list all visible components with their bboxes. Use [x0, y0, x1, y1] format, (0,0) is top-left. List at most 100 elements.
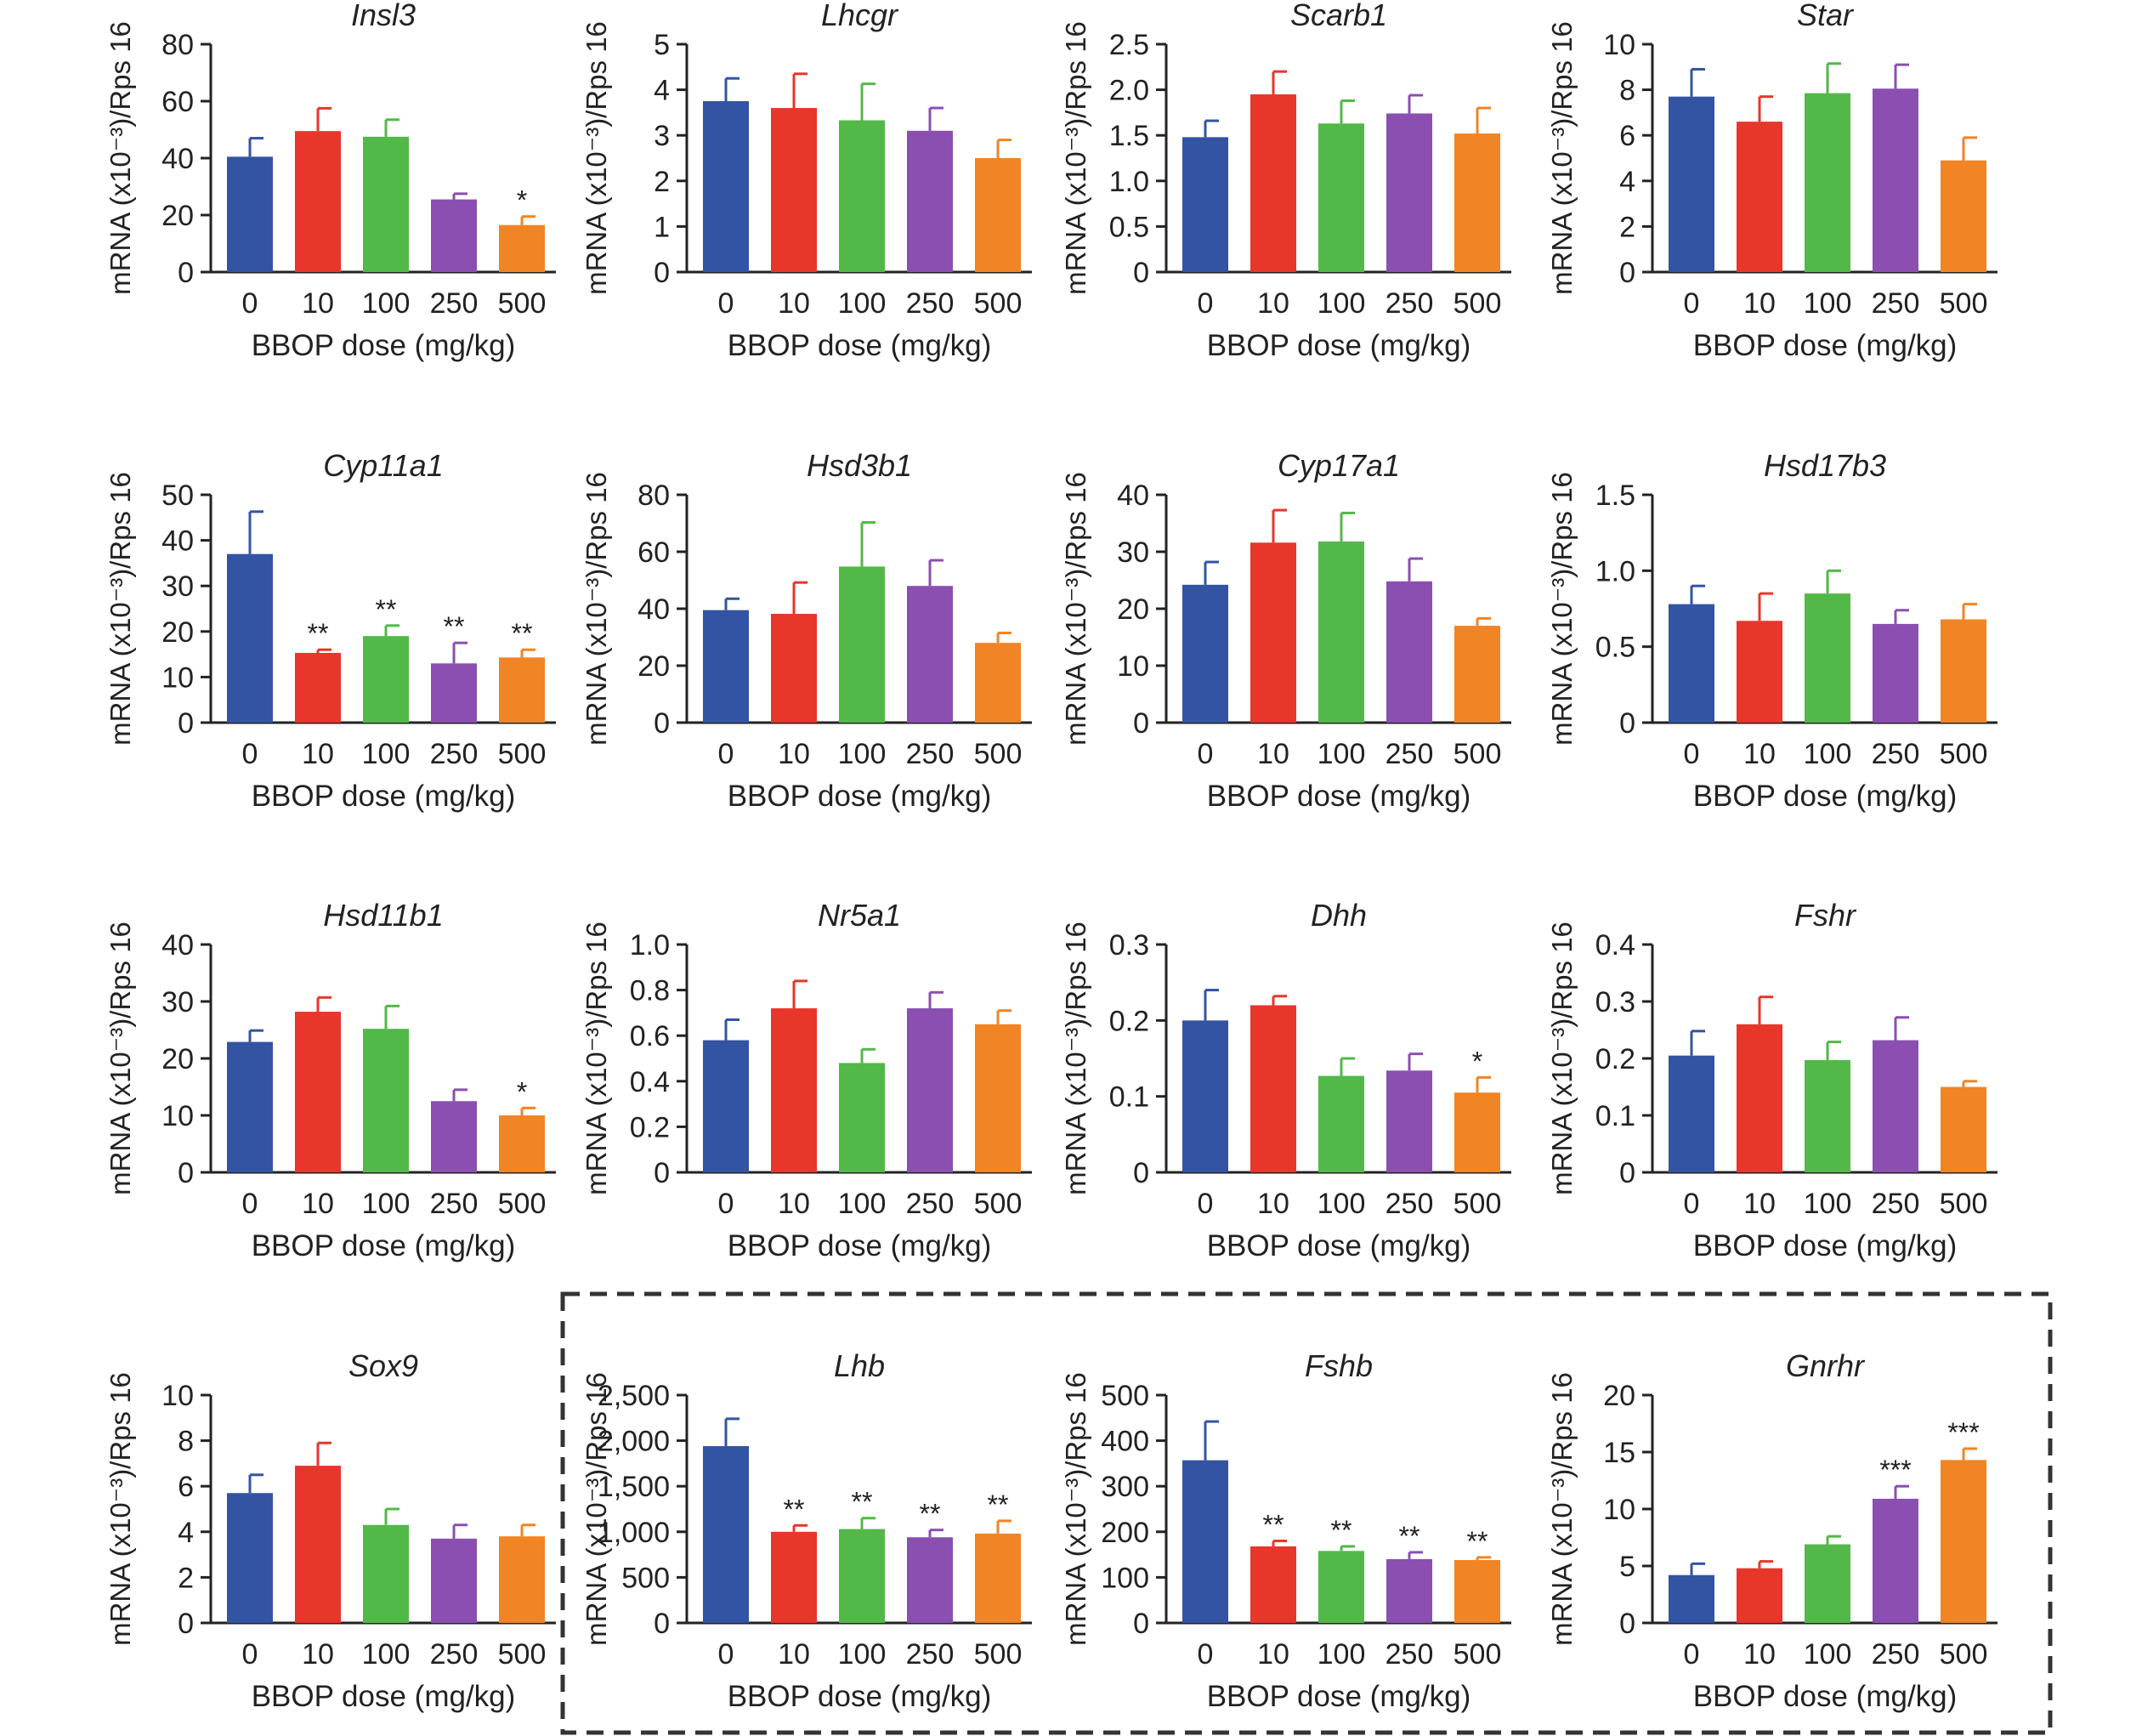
- x-tick-label-dhh: 100: [1318, 1188, 1366, 1220]
- x-tick-label-star: 0: [1684, 287, 1700, 320]
- x-tick-label-hsd11b1: 250: [430, 1188, 479, 1220]
- y-tick-label-hsd17b3: 0: [1619, 707, 1635, 740]
- y-tick-label-fshr: 0: [1619, 1157, 1635, 1189]
- y-tick-label-fshb: 400: [1101, 1426, 1149, 1458]
- bar-hsd17b3-0: [1669, 604, 1714, 723]
- y-tick-label-fshb: 300: [1101, 1471, 1149, 1503]
- y-tick-label-fshb: 200: [1101, 1517, 1149, 1549]
- y-tick-label-scarb1: 1.5: [1109, 120, 1149, 152]
- y-tick-label-dhh: 0.2: [1109, 1005, 1149, 1037]
- x-tick-label-gnrhr: 500: [1940, 1638, 1988, 1671]
- y-tick-label-gnrhr: 0: [1619, 1608, 1635, 1640]
- bar-scarb1-250: [1386, 113, 1432, 272]
- y-axis-label-hsd3b1: mRNA (x10⁻³)/Rps 16: [581, 472, 612, 746]
- bar-dhh-500: [1454, 1092, 1500, 1172]
- x-tick-label-insl3: 10: [302, 287, 334, 320]
- x-axis-label-star: BBOP dose (mg/kg): [1693, 329, 1958, 362]
- x-axis-label-dhh: BBOP dose (mg/kg): [1207, 1229, 1471, 1262]
- x-tick-label-hsd11b1: 10: [302, 1188, 334, 1220]
- x-tick-label-scarb1: 250: [1386, 287, 1434, 320]
- y-tick-label-sox9: 2: [178, 1562, 194, 1594]
- bar-cyp11a1-500: [499, 657, 545, 723]
- y-tick-label-cyp11a1: 0: [178, 707, 194, 740]
- bar-hsd3b1-100: [839, 566, 885, 723]
- y-axis-label-sox9: mRNA (x10⁻³)/Rps 16: [105, 1372, 136, 1646]
- y-tick-label-gnrhr: 5: [1619, 1551, 1635, 1583]
- y-tick-label-lhcgr: 4: [654, 75, 670, 107]
- y-tick-label-cyp11a1: 10: [162, 661, 194, 694]
- y-tick-label-scarb1: 0: [1133, 257, 1149, 289]
- y-axis-label-fshb: mRNA (x10⁻³)/Rps 16: [1060, 1372, 1091, 1646]
- y-tick-label-lhcgr: 5: [654, 29, 670, 61]
- y-tick-label-sox9: 0: [178, 1608, 194, 1640]
- chart-title-hsd3b1: Hsd3b1: [807, 448, 912, 483]
- x-tick-label-fshr: 10: [1743, 1188, 1776, 1220]
- bar-lhcgr-100: [839, 120, 885, 272]
- bar-gnrhr-0: [1669, 1574, 1714, 1623]
- y-tick-label-dhh: 0: [1133, 1157, 1149, 1189]
- x-tick-label-dhh: 250: [1386, 1188, 1434, 1220]
- x-tick-label-cyp17a1: 100: [1318, 738, 1366, 770]
- y-tick-label-lhb: 1,000: [598, 1517, 670, 1549]
- chart-title-hsd17b3: Hsd17b3: [1764, 448, 1886, 483]
- x-axis-label-nr5a1: BBOP dose (mg/kg): [728, 1229, 992, 1262]
- bar-fshb-250: [1386, 1558, 1432, 1623]
- x-tick-label-nr5a1: 100: [838, 1188, 887, 1220]
- x-tick-label-fshb: 100: [1318, 1638, 1366, 1671]
- bar-lhb-0: [703, 1446, 749, 1623]
- x-axis-label-fshr: BBOP dose (mg/kg): [1693, 1229, 1958, 1262]
- bar-gnrhr-10: [1737, 1568, 1782, 1623]
- bar-sox9-500: [499, 1536, 545, 1623]
- chart-title-fshb: Fshb: [1305, 1348, 1373, 1383]
- x-tick-label-hsd11b1: 100: [362, 1188, 411, 1220]
- chart-title-scarb1: Scarb1: [1290, 0, 1387, 32]
- x-tick-label-fshb: 250: [1386, 1638, 1434, 1671]
- y-tick-label-fshr: 0.3: [1595, 986, 1635, 1018]
- y-tick-label-star: 2: [1619, 211, 1635, 243]
- x-tick-label-fshr: 500: [1940, 1188, 1988, 1220]
- x-axis-label-cyp17a1: BBOP dose (mg/kg): [1207, 780, 1471, 813]
- y-tick-label-scarb1: 2.5: [1109, 29, 1149, 61]
- bar-gnrhr-250: [1873, 1498, 1918, 1623]
- y-tick-label-lhcgr: 1: [654, 211, 670, 243]
- significance-marker-cyp11a1-500: **: [512, 618, 533, 649]
- y-tick-label-cyp17a1: 10: [1117, 650, 1149, 683]
- y-axis-label-hsd11b1: mRNA (x10⁻³)/Rps 16: [105, 922, 136, 1195]
- y-tick-label-sox9: 4: [178, 1517, 194, 1549]
- chart-title-nr5a1: Nr5a1: [818, 898, 901, 933]
- x-tick-label-hsd3b1: 100: [838, 738, 887, 770]
- bar-cyp11a1-10: [295, 652, 341, 723]
- x-tick-label-fshr: 0: [1684, 1188, 1700, 1220]
- y-tick-label-star: 4: [1619, 166, 1635, 198]
- bar-lhb-10: [771, 1531, 817, 1623]
- y-tick-label-hsd11b1: 0: [178, 1157, 194, 1189]
- y-tick-label-sox9: 8: [178, 1426, 194, 1458]
- chart-title-lhcgr: Lhcgr: [821, 0, 899, 32]
- x-axis-label-fshb: BBOP dose (mg/kg): [1207, 1680, 1471, 1713]
- significance-marker-fshb-100: **: [1331, 1515, 1352, 1546]
- bar-gnrhr-500: [1941, 1460, 1986, 1623]
- bar-hsd3b1-250: [907, 586, 953, 723]
- x-tick-label-insl3: 250: [430, 287, 479, 320]
- bar-dhh-100: [1318, 1075, 1364, 1172]
- bar-fshr-500: [1941, 1086, 1986, 1172]
- x-tick-label-lhb: 10: [778, 1638, 810, 1671]
- y-tick-label-fshr: 0.2: [1595, 1043, 1635, 1075]
- x-tick-label-scarb1: 0: [1198, 287, 1214, 320]
- bar-cyp17a1-0: [1182, 584, 1228, 723]
- chart-title-fshr: Fshr: [1794, 898, 1857, 933]
- y-tick-label-fshb: 0: [1133, 1608, 1149, 1640]
- x-tick-label-lhcgr: 500: [974, 287, 1023, 320]
- y-tick-label-hsd11b1: 10: [162, 1100, 194, 1132]
- x-tick-label-fshb: 500: [1454, 1638, 1502, 1671]
- y-tick-label-hsd11b1: 40: [162, 929, 194, 962]
- y-tick-label-hsd11b1: 20: [162, 1043, 194, 1075]
- y-tick-label-hsd3b1: 0: [654, 707, 670, 740]
- x-tick-label-nr5a1: 250: [906, 1188, 955, 1220]
- significance-marker-lhb-100: **: [852, 1487, 873, 1518]
- bar-insl3-250: [431, 199, 477, 272]
- bar-sox9-10: [295, 1466, 341, 1623]
- x-axis-label-hsd3b1: BBOP dose (mg/kg): [728, 780, 992, 813]
- y-tick-label-nr5a1: 0.2: [630, 1111, 670, 1143]
- y-axis-label-gnrhr: mRNA (x10⁻³)/Rps 16: [1546, 1372, 1578, 1646]
